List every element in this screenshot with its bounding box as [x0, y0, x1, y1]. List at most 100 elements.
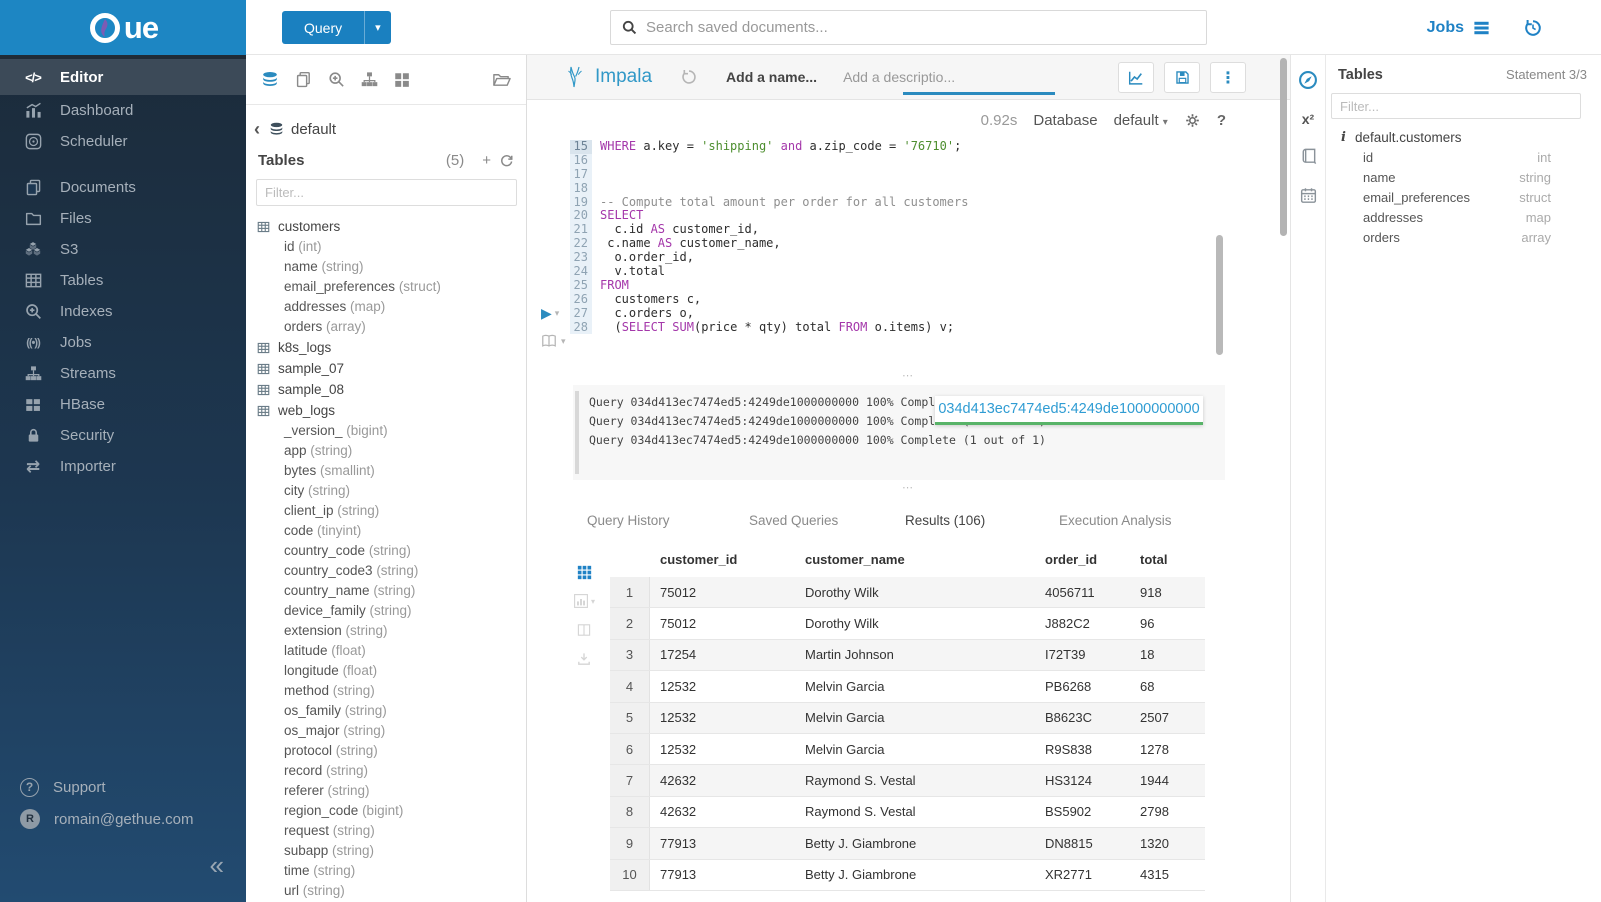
- scheduler-calendar-icon[interactable]: [1299, 186, 1318, 205]
- query-history-icon[interactable]: [1523, 18, 1543, 38]
- sidebar-item-scheduler[interactable]: Scheduler: [0, 126, 246, 157]
- right-assist-filter-input[interactable]: [1331, 93, 1581, 119]
- play-icon[interactable]: ▶: [541, 305, 552, 321]
- column-item[interactable]: latitude (float): [256, 641, 526, 661]
- refresh-icon[interactable]: [499, 153, 514, 168]
- column-item[interactable]: addresses map: [1363, 208, 1551, 228]
- column-item[interactable]: longitude (float): [256, 661, 526, 681]
- column-item[interactable]: protocol (string): [256, 741, 526, 761]
- sitemap-icon[interactable]: [360, 70, 379, 89]
- query-name-placeholder[interactable]: Add a name...: [726, 69, 818, 85]
- jobs-link[interactable]: Jobs: [1427, 19, 1491, 37]
- hue-logo[interactable]: ue: [0, 0, 246, 55]
- query-button-label[interactable]: Query: [282, 11, 365, 44]
- new-query-button[interactable]: Query ▾: [282, 11, 391, 44]
- engine-tab[interactable]: Impala: [527, 65, 652, 89]
- column-item[interactable]: time (string): [256, 861, 526, 881]
- column-item[interactable]: device_family (string): [256, 601, 526, 621]
- sidebar-item-indexes[interactable]: Indexes: [0, 296, 246, 327]
- table-item[interactable]: customers: [256, 216, 526, 237]
- sidebar-user[interactable]: R romain@gethue.com: [0, 804, 193, 834]
- global-search[interactable]: [610, 10, 1207, 45]
- column-item[interactable]: request (string): [256, 821, 526, 841]
- column-item[interactable]: subapp (string): [256, 841, 526, 861]
- column-item[interactable]: bytes (smallint): [256, 461, 526, 481]
- column-item[interactable]: app (string): [256, 441, 526, 461]
- column-item[interactable]: client_ip (string): [256, 501, 526, 521]
- sidebar-item-hbase[interactable]: HBase: [0, 389, 246, 420]
- assist-compass-icon[interactable]: [1297, 69, 1319, 91]
- sidebar-item-importer[interactable]: ⇄ Importer: [0, 451, 246, 482]
- column-item[interactable]: email_preferences struct: [1363, 187, 1551, 207]
- more-actions-button[interactable]: ⋮: [1210, 62, 1246, 93]
- sidebar-item-jobs[interactable]: ((•)) Jobs: [0, 327, 246, 358]
- search-zoom-icon[interactable]: [327, 70, 346, 89]
- column-item[interactable]: os_major (string): [256, 721, 526, 741]
- sidebar-item-editor[interactable]: </> Editor: [0, 59, 246, 95]
- db-browser-icon[interactable]: [260, 70, 280, 90]
- column-item[interactable]: extension (string): [256, 621, 526, 641]
- sidebar-collapse-icon[interactable]: «: [209, 850, 224, 880]
- column-item[interactable]: orders array: [1363, 228, 1551, 248]
- tab-execution-analysis[interactable]: Execution Analysis: [1059, 513, 1172, 528]
- column-item[interactable]: country_code (string): [256, 541, 526, 561]
- help-icon[interactable]: ?: [1216, 111, 1226, 129]
- tables-filter-input[interactable]: [256, 179, 517, 206]
- sidebar-item-support[interactable]: ? Support: [0, 772, 106, 802]
- main-scrollbar[interactable]: [1280, 58, 1287, 236]
- database-selector[interactable]: default ▾: [1113, 111, 1168, 129]
- query-dropdown-caret[interactable]: ▾: [364, 11, 391, 44]
- download-icon[interactable]: [576, 651, 592, 667]
- tab-saved-queries[interactable]: Saved Queries: [749, 513, 839, 528]
- sidebar-item-documents[interactable]: Documents: [0, 172, 246, 203]
- column-item[interactable]: id (int): [256, 237, 526, 257]
- open-folder-icon[interactable]: [491, 70, 512, 89]
- search-input[interactable]: [646, 19, 1196, 36]
- column-item[interactable]: email_preferences (struct): [256, 277, 526, 297]
- sidebar-item-security[interactable]: Security: [0, 420, 246, 451]
- sidebar-item-files[interactable]: Files: [0, 203, 246, 234]
- active-table-row[interactable]: i default.customers: [1327, 119, 1601, 147]
- table-item[interactable]: web_logs: [256, 400, 526, 421]
- language-reference-icon[interactable]: [1299, 147, 1318, 166]
- tab-results-106-[interactable]: Results (106): [905, 513, 986, 528]
- column-item[interactable]: id int: [1363, 147, 1551, 167]
- documents-browser-icon[interactable]: [294, 70, 313, 89]
- column-item[interactable]: referer (string): [256, 781, 526, 801]
- query-description-placeholder[interactable]: Add a descriptio...: [843, 69, 956, 85]
- column-item[interactable]: region_code (bigint): [256, 801, 526, 821]
- table-item[interactable]: sample_08: [256, 379, 526, 400]
- column-item[interactable]: city (string): [256, 481, 526, 501]
- columns-view-icon[interactable]: [576, 622, 592, 638]
- grid-view-icon[interactable]: [577, 565, 592, 580]
- table-item[interactable]: k8s_logs: [256, 337, 526, 358]
- explain-control[interactable]: ▾: [540, 333, 566, 349]
- apps-grid-icon[interactable]: [393, 71, 411, 89]
- snippet-history-icon[interactable]: [680, 68, 698, 86]
- database-breadcrumb[interactable]: ‹ default: [246, 105, 526, 144]
- save-button[interactable]: [1164, 62, 1200, 93]
- execute-control[interactable]: ▶ ▾: [541, 305, 559, 322]
- sidebar-item-s3[interactable]: S3: [0, 234, 246, 265]
- functions-icon[interactable]: x²: [1301, 111, 1315, 127]
- chart-view-icon[interactable]: ▾: [573, 593, 595, 609]
- sql-code-editor[interactable]: 15 WHERE a.key = 'shipping' and a.zip_cod…: [527, 139, 1290, 362]
- column-item[interactable]: os_family (string): [256, 701, 526, 721]
- add-table-icon[interactable]: +: [482, 152, 491, 169]
- editor-scrollbar[interactable]: [1216, 235, 1223, 355]
- column-item[interactable]: country_code3 (string): [256, 561, 526, 581]
- results-grid[interactable]: 1 75012 Dorothy Wilk 4056711 918 2 75012 Doroth…: [610, 577, 1205, 891]
- column-item[interactable]: url (string): [256, 881, 526, 901]
- settings-gear-icon[interactable]: [1184, 112, 1201, 129]
- tab-query-history[interactable]: Query History: [587, 513, 670, 528]
- resize-handle-results[interactable]: ⋯: [902, 482, 915, 494]
- column-item[interactable]: method (string): [256, 681, 526, 701]
- table-item[interactable]: sample_07: [256, 358, 526, 379]
- column-item[interactable]: name string: [1363, 167, 1551, 187]
- back-chevron-icon[interactable]: ‹: [254, 119, 260, 139]
- column-item[interactable]: _version_ (bigint): [256, 421, 526, 441]
- column-item[interactable]: record (string): [256, 761, 526, 781]
- sidebar-item-dashboard[interactable]: Dashboard: [0, 95, 246, 126]
- resize-handle-logs[interactable]: ⋯: [902, 370, 915, 382]
- column-item[interactable]: addresses (map): [256, 297, 526, 317]
